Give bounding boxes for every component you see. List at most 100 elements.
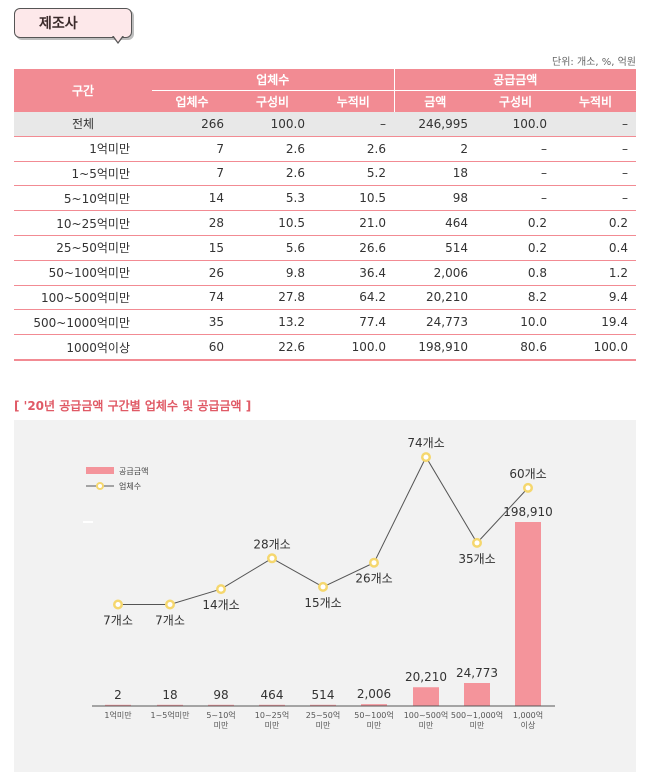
col-group-companies: 업체수: [152, 69, 395, 91]
table-cell: 5.6: [232, 235, 313, 261]
table-cell: 74: [152, 285, 232, 311]
row-label: 1000억이상: [14, 334, 152, 361]
table-cell: 0.4: [555, 235, 637, 261]
legend-marker-inner: [98, 484, 102, 488]
table-cell: 36.4: [313, 260, 395, 286]
bar-value-label: 2,006: [357, 687, 391, 701]
table-cell: 24,773: [394, 309, 477, 336]
table-cell: 18: [394, 161, 477, 187]
x-tick-label: 미만: [367, 721, 382, 730]
line-marker-inner: [218, 586, 224, 592]
bar-value-label: 20,210: [405, 670, 447, 684]
x-tick-label: 100~500억: [404, 710, 449, 720]
table-cell: 100.0: [232, 112, 313, 137]
table-cell: 27.8: [232, 285, 313, 311]
data-table: 구간 업체수 공급금액 업체수 구성비 누적비 금액 구성비 누적비 전체 266…: [14, 69, 637, 361]
line-marker-inner: [423, 454, 429, 460]
table-cell: 100.0: [313, 334, 395, 361]
row-label: 25~50억미만: [14, 235, 152, 261]
bar-supply-amount: [105, 704, 131, 706]
table-cell: 80.6: [476, 334, 556, 361]
bar-supply-amount: [310, 704, 336, 706]
x-tick-label: 50~100억: [354, 710, 394, 720]
line-value-label: 15개소: [304, 596, 341, 610]
col-header-amount-cumulative: 누적비: [555, 90, 637, 112]
table-cell: 2: [394, 136, 477, 162]
table-row: 10~25억미만 28 10.5 21.0 464 0.2 0.2: [14, 210, 637, 236]
table-cell: 0.8: [476, 260, 556, 286]
bar-value-label: 98: [213, 688, 228, 702]
legend-swatch-bar: [86, 467, 114, 474]
bar-supply-amount: [361, 704, 387, 706]
table-cell: 0.2: [555, 210, 637, 236]
table-cell: 19.4: [555, 309, 637, 336]
table-row: 50~100억미만 26 9.8 36.4 2,006 0.8 1.2: [14, 260, 637, 286]
table-row: 1~5억미만 7 2.6 5.2 18– –: [14, 161, 637, 187]
line-marker-inner: [525, 485, 531, 491]
x-tick-label: 25~50억: [306, 710, 340, 720]
table-cell: 98: [394, 185, 477, 212]
table-cell: –: [555, 136, 637, 162]
chart-title: [ '20년 공급금액 구간별 업체수 및 공급금액 ]: [14, 399, 252, 413]
table-cell: 8.2: [476, 285, 556, 311]
table-row: 500~1000억미만 35 13.2 77.4 24,773 10.0 19.4: [14, 309, 637, 336]
x-tick-label: 미만: [419, 721, 434, 730]
col-group-supply: 공급금액: [393, 69, 637, 91]
bar-supply-amount: [515, 522, 541, 706]
bar-supply-amount: [208, 704, 234, 706]
section-tag-label: 제조사: [39, 16, 78, 32]
table-cell: 2.6: [232, 161, 313, 187]
bar-value-label: 18: [162, 688, 177, 702]
table-cell: 5.2: [313, 161, 395, 187]
table-cell: 100.0: [555, 334, 637, 361]
table-cell: 7: [152, 136, 232, 162]
table-row: 1000억이상 60 22.6 100.0 198,910 80.6 100.0: [14, 334, 637, 361]
table-cell: 28: [152, 210, 232, 236]
section-tag-tail-fill: [113, 35, 123, 42]
table-cell: 22.6: [232, 334, 313, 361]
line-marker-inner: [269, 555, 275, 561]
row-label: 1억미만: [14, 136, 152, 162]
bar-value-label: 514: [312, 688, 335, 702]
row-label: 5~10억미만: [14, 185, 152, 212]
table-body: 전체 266 100.0–246,995 100.0–1억미만 7 2.6 2.6 2– –1~…: [14, 112, 637, 361]
unit-note: 단위: 개소, %, 억원: [552, 57, 636, 68]
line-value-label: 7개소: [155, 614, 185, 628]
table-cell: –: [476, 185, 556, 212]
x-tick-label: 500~1,000억: [451, 710, 503, 720]
bar-value-label: 464: [261, 688, 284, 702]
table-row: 5~10억미만 14 5.3 10.5 98– –: [14, 185, 637, 212]
row-label: 1~5억미만: [14, 161, 152, 187]
line-marker-inner: [320, 584, 326, 590]
bar-value-label: 2: [114, 688, 122, 702]
row-label: 500~1000억미만: [14, 309, 152, 336]
legend-label-bar: 공급금액: [119, 466, 148, 476]
x-tick-label: 미만: [265, 721, 280, 730]
line-value-label: 35개소: [458, 552, 495, 566]
x-tick-label: 1억미만: [104, 710, 132, 720]
col-header-share: 구성비: [232, 90, 313, 112]
x-tick-label: 미만: [316, 721, 331, 730]
col-header-range: 구간: [14, 69, 152, 112]
table-row: 100~500억미만 74 27.8 64.2 20,210 8.2 9.4: [14, 285, 637, 311]
line-value-label: 74개소: [407, 436, 444, 450]
table-cell: 198,910: [394, 334, 477, 361]
table-cell: 5.3: [232, 185, 313, 212]
table-cell: –: [555, 185, 637, 212]
col-header-amount: 금액: [393, 90, 477, 112]
row-label: 50~100억미만: [14, 260, 152, 286]
table-cell: 100.0: [476, 112, 556, 137]
col-header-count: 업체수: [152, 90, 232, 112]
line-value-label: 28개소: [253, 537, 290, 551]
table-cell: 464: [394, 210, 477, 236]
table-cell: 15: [152, 235, 232, 261]
bar-supply-amount: [259, 704, 285, 706]
table-cell: 9.8: [232, 260, 313, 286]
table-cell: –: [313, 112, 395, 137]
table-cell: 13.2: [232, 309, 313, 336]
line-marker-inner: [371, 560, 377, 566]
line-value-label: 7개소: [103, 614, 133, 628]
table-cell: 7: [152, 161, 232, 187]
x-tick-label: 미만: [470, 721, 485, 730]
bar-value-label: 24,773: [456, 666, 498, 680]
